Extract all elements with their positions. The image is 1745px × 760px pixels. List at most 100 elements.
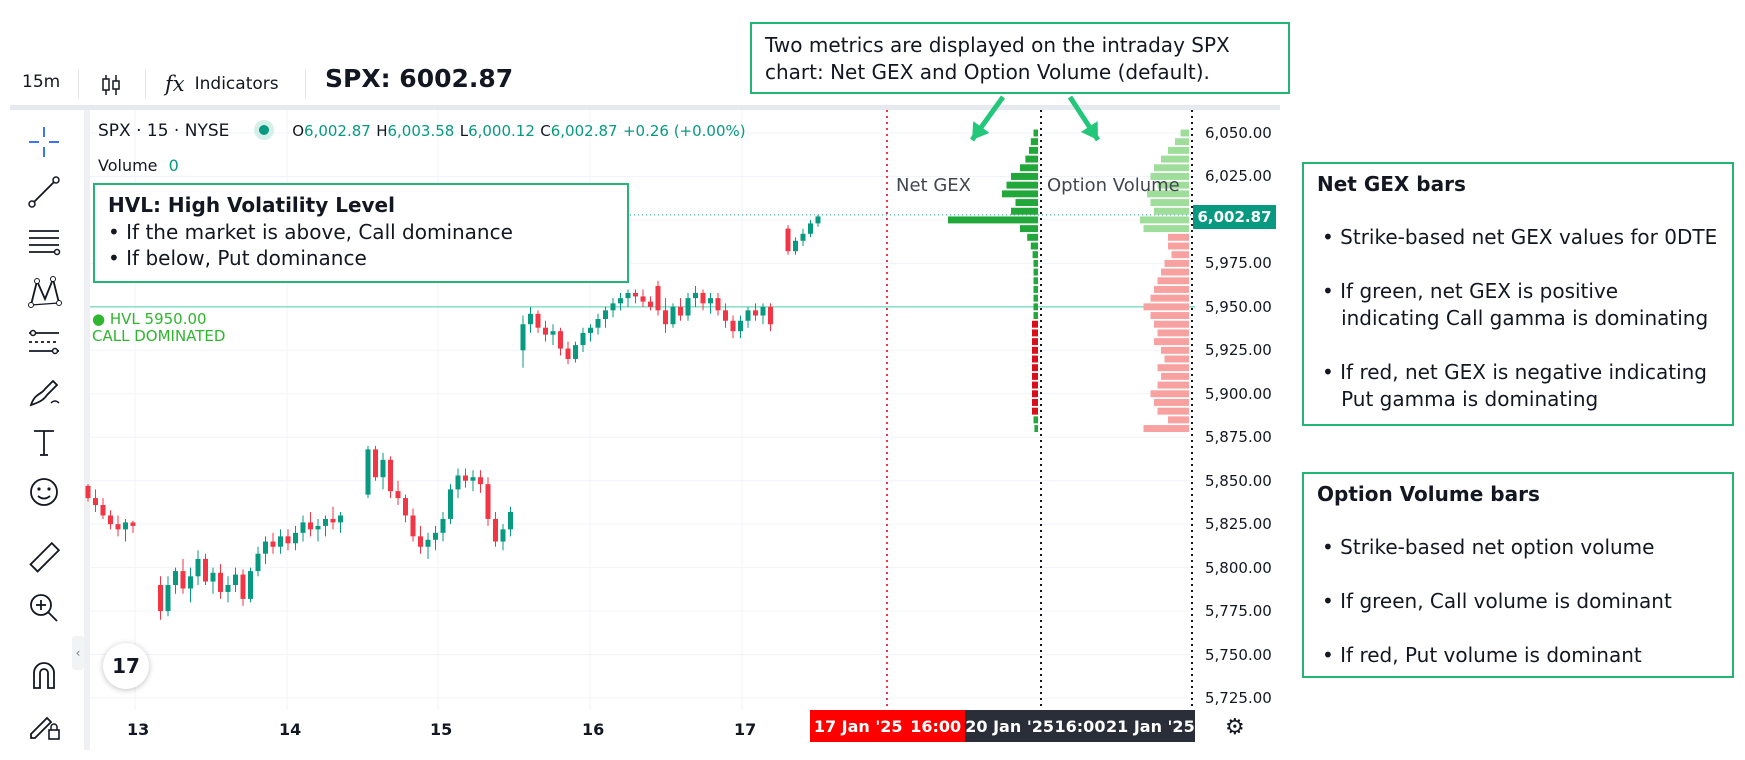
zoom-in-icon[interactable] <box>22 588 66 628</box>
candle-body <box>715 298 721 311</box>
net-gex-bar <box>1032 381 1038 389</box>
candle-body <box>388 459 393 492</box>
option-volume-bar <box>1161 372 1189 380</box>
net-gex-bar <box>1015 199 1038 207</box>
price-axis-label: 5,950.00 <box>1205 297 1272 316</box>
candle-body <box>270 541 276 547</box>
prediction-measurement-icon[interactable] <box>22 322 66 362</box>
collapse-toolbar-handle[interactable]: ‹ <box>72 636 84 670</box>
net-gex-bar <box>1033 285 1038 293</box>
volume-legend: Volume 0 <box>98 156 179 175</box>
time-axis-label: 13 <box>127 720 150 739</box>
symbol-label[interactable]: SPX · 15 · NYSE <box>98 121 230 141</box>
candle-body <box>130 522 136 526</box>
net-gex-bar <box>1032 372 1038 380</box>
last-price-tag: 6,002.87 <box>1193 205 1276 229</box>
time-dark-next: 21 Jan '25 <box>1105 716 1195 736</box>
candle-body <box>403 498 408 516</box>
candle-body <box>580 332 586 346</box>
candle-body <box>93 498 98 506</box>
option-volume-bar <box>1143 303 1189 311</box>
net-gex-bar <box>1033 416 1038 424</box>
candle-body <box>338 515 343 523</box>
candle-body <box>195 558 201 577</box>
hvl-annotation: HVL: High Volatility Level • If the mark… <box>93 183 629 283</box>
close-label: C <box>540 122 551 140</box>
candle-body <box>648 301 653 307</box>
magnet-icon[interactable] <box>22 655 66 695</box>
candle-body <box>433 532 438 540</box>
time-axis[interactable]: 13 14 15 16 17 <box>90 710 1283 750</box>
candle-body <box>558 331 563 349</box>
candle-body <box>768 306 773 325</box>
candle-body <box>463 475 468 481</box>
interval-button[interactable]: 15m <box>22 72 61 92</box>
net-gex-info-box: Net GEX bars • Strike-based net GEX valu… <box>1302 162 1734 426</box>
option-volume-bar <box>1147 190 1189 198</box>
option-volume-bar <box>1157 329 1189 337</box>
option-volume-info-item: • If green, Call volume is dominant <box>1322 589 1672 613</box>
volume-label: Volume <box>98 156 158 175</box>
time-red-date: 17 Jan '25 <box>813 716 903 736</box>
candles-icon[interactable] <box>98 72 124 98</box>
candle-body <box>365 449 371 495</box>
trend-line-icon[interactable] <box>22 172 66 212</box>
pattern-icon[interactable] <box>22 272 66 312</box>
text-icon[interactable] <box>22 422 66 462</box>
option-volume-bar <box>1157 364 1189 372</box>
arrow-head-icon <box>1080 121 1098 140</box>
candle-body <box>793 240 798 252</box>
emoji-icon[interactable] <box>22 472 66 512</box>
net-gex-bar <box>1033 259 1038 267</box>
candle-body <box>285 536 291 544</box>
option-volume-bar <box>1161 155 1189 163</box>
candle-body <box>300 522 306 533</box>
settings-gear-icon[interactable]: ⚙ <box>1225 715 1245 740</box>
fib-retracement-icon[interactable] <box>22 222 66 262</box>
net-gex-bar <box>1030 138 1038 146</box>
lock-drawings-icon[interactable] <box>22 705 66 745</box>
time-axis-label: 15 <box>430 720 453 739</box>
candle-body <box>418 536 423 547</box>
candle-body <box>663 310 668 325</box>
option-volume-info-box: Option Volume bars • Strike-based net op… <box>1302 472 1734 678</box>
net-gex-bar <box>1025 155 1038 163</box>
net-gex-bar <box>1011 207 1038 215</box>
logo-text: 17 <box>112 654 140 678</box>
metrics-callout-text: Two metrics are displayed on the intrada… <box>765 33 1230 84</box>
candle-body <box>323 518 328 526</box>
close-value: 6,002.87 <box>550 122 618 140</box>
tradingview-logo[interactable]: 17 <box>103 643 149 689</box>
hvl-line-above: • If the market is above, Call dominance <box>108 220 513 244</box>
open-value: 6,002.87 <box>304 122 371 140</box>
net-gex-bar <box>1032 407 1038 415</box>
price-axis-label: 6,050.00 <box>1205 124 1272 142</box>
metrics-callout: Two metrics are displayed on the intrada… <box>750 22 1290 94</box>
candle-body <box>808 223 813 234</box>
candle-body <box>730 320 736 332</box>
candle-body <box>470 477 476 481</box>
option-volume-info-item: • Strike-based net option volume <box>1322 535 1655 559</box>
time-dark-time: 16:00 <box>1054 716 1106 736</box>
price-axis-label: 5,925.00 <box>1205 341 1272 360</box>
option-volume-bar <box>1168 416 1189 424</box>
candle-body <box>425 539 431 547</box>
candle-body <box>500 529 506 542</box>
option-volume-bar <box>1171 251 1189 259</box>
candle-body <box>565 348 571 359</box>
market-status-icon <box>258 125 269 135</box>
candle-body <box>248 571 253 599</box>
ruler-icon[interactable] <box>22 538 66 578</box>
price-axis-label: 5,875.00 <box>1205 428 1272 447</box>
candle-body <box>640 296 646 302</box>
option-volume-bar <box>1150 199 1189 207</box>
option-volume-bar <box>1157 181 1189 189</box>
net-gex-bar <box>1020 164 1038 172</box>
net-gex-bar <box>1032 355 1038 363</box>
candle-body <box>85 485 91 499</box>
net-gex-bar <box>1032 364 1038 372</box>
indicators-button[interactable]: fx Indicators <box>165 72 279 96</box>
brush-icon[interactable] <box>22 372 66 412</box>
crosshair-icon[interactable] <box>22 122 66 162</box>
option-volume-bar <box>1154 207 1189 215</box>
